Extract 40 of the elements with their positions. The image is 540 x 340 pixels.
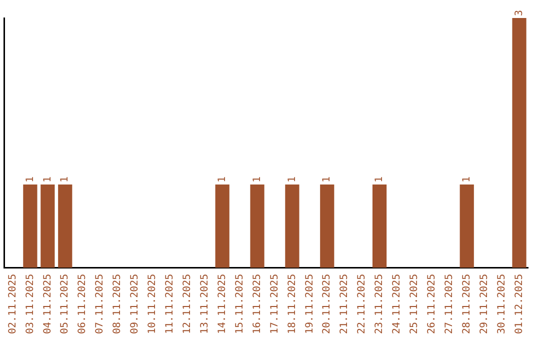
x-tick-label: 14.11.2025: [216, 274, 228, 334]
x-tick-label: 07.11.2025: [94, 274, 106, 334]
x-tick-label: 20.11.2025: [322, 274, 333, 334]
x-tick-label: 04.11.2025: [42, 274, 54, 334]
x-tick-label: 24.11.2025: [392, 274, 403, 334]
x-tick-label: 27.11.2025: [444, 274, 455, 334]
x-tick-label: 06.11.2025: [77, 274, 88, 334]
x-tick-label: 28.11.2025: [461, 274, 472, 334]
x-tick-label: 03.11.2025: [24, 274, 36, 334]
x-tick-label: 16.11.2025: [252, 274, 263, 334]
data-label: 1: [286, 176, 298, 183]
x-tick-label: 19.11.2025: [304, 274, 316, 334]
x-tick-label: 13.11.2025: [199, 274, 210, 334]
x-tick-label: 01.12.2025: [514, 274, 525, 334]
x-tick-label: 23.11.2025: [374, 274, 386, 334]
x-tick-label: 09.11.2025: [130, 274, 141, 334]
x-tick-label: 30.11.2025: [496, 274, 508, 334]
x-tick-label: 10.11.2025: [147, 274, 158, 334]
x-tick-label: 11.11.2025: [164, 274, 176, 334]
data-label: 3: [514, 10, 525, 16]
x-tick-label: 12.11.2025: [182, 274, 193, 334]
data-label: 1: [461, 176, 472, 183]
data-label: 1: [322, 176, 333, 183]
x-tick-label: 29.11.2025: [478, 274, 490, 334]
data-label: 1: [60, 176, 71, 183]
data-label: 1: [216, 176, 228, 183]
data-label: 1: [252, 176, 263, 183]
x-tick-label: 15.11.2025: [234, 274, 246, 334]
x-tick-label: 02.11.2025: [7, 274, 18, 334]
x-tick-label: 17.11.2025: [269, 274, 280, 334]
x-tick-label: 25.11.2025: [409, 274, 420, 334]
x-tick-label: 18.11.2025: [286, 274, 298, 334]
data-label: 1: [42, 176, 54, 183]
x-tick-label: 26.11.2025: [426, 274, 438, 334]
x-tick-label: 21.11.2025: [339, 274, 350, 334]
x-tick-label: 05.11.2025: [60, 274, 71, 334]
x-tick-label: 22.11.2025: [356, 274, 368, 334]
data-label: 1: [374, 176, 386, 183]
data-label: 1: [24, 176, 36, 183]
x-tick-label: 08.11.2025: [112, 274, 124, 334]
